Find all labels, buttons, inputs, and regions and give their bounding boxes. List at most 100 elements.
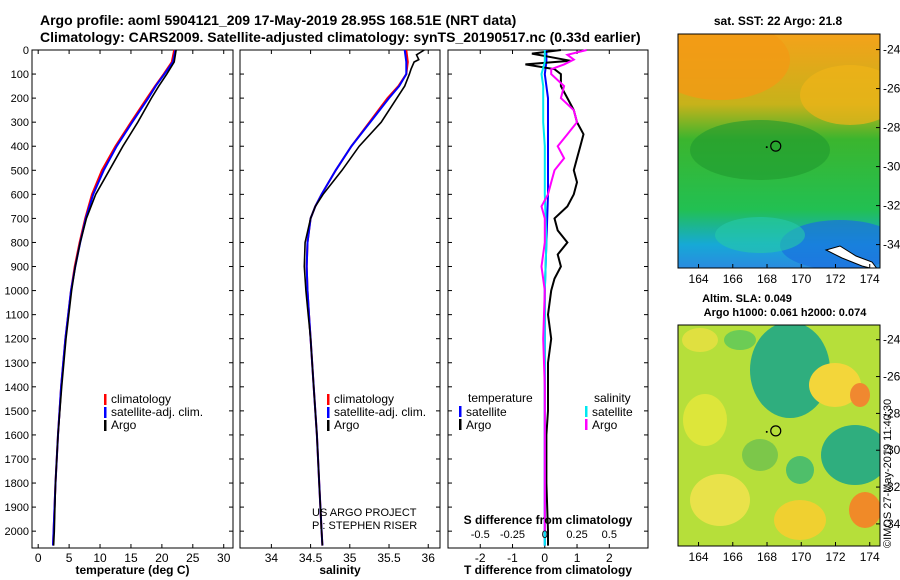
lon-tick-label: 172 [825, 550, 845, 564]
x-axis-label: salinity [319, 563, 361, 577]
legend-swatch [459, 419, 462, 430]
x-tick-label: 15 [124, 551, 138, 565]
legend-swatch [585, 419, 588, 430]
lat-tick-label: -24 [883, 333, 900, 347]
panel-difference-from-climatology: -2 -1 0 1 2T difference from climatology -0.5… [447, 49, 649, 577]
lon-tick-label: 174 [860, 550, 880, 564]
legend-swatch [104, 407, 107, 418]
plot-frame [239, 49, 441, 549]
sla-patch [821, 425, 880, 485]
x-tick-label: 35 [343, 551, 357, 565]
series-line-s-argo [540, 49, 587, 532]
series-line-argo [303, 49, 425, 546]
legend-title-salinity: salinity [594, 391, 631, 405]
lat-tick-label: -30 [883, 443, 900, 457]
profile-location-marker [770, 425, 782, 437]
legend-label: Argo [466, 418, 492, 432]
profile-location-dot [765, 430, 768, 433]
depth-tick-label: 1100 [5, 310, 29, 322]
map-frame [677, 324, 881, 547]
plot-frame [31, 49, 234, 549]
x-tick-label: 0 [541, 551, 548, 565]
legend-swatch [104, 394, 107, 405]
x-tick-label: 34.5 [299, 551, 323, 565]
title-line-1: Argo profile: aoml 5904121_209 17-May-20… [40, 12, 517, 28]
x-tick-label: 25 [186, 551, 200, 565]
legend-label: satellite [466, 405, 507, 419]
lat-tick-label: -30 [883, 160, 900, 174]
lon-tick-label: 170 [791, 272, 811, 286]
x-tick-label: 1 [574, 551, 581, 565]
s-diff-tick-label: 0.5 [602, 529, 617, 541]
panel-sst-map: 164 166 168 170 172 174 -24 -26 -28 -30 -32 -34 sat.… [677, 14, 900, 286]
legend-swatch [104, 420, 107, 431]
lon-tick-label: 172 [825, 272, 845, 286]
lat-tick-label: -26 [883, 82, 900, 96]
warm-patch [800, 65, 880, 125]
map-frame [677, 33, 881, 269]
credit-line: US ARGO PROJECT [312, 507, 417, 519]
depth-tick-label: 1200 [5, 334, 29, 346]
lon-tick-label: 168 [757, 272, 777, 286]
lat-tick-label: -24 [883, 43, 900, 57]
depth-tick-label: 2000 [5, 526, 29, 538]
sla-title: Altim. SLA: 0.049 [702, 293, 792, 305]
sst-field [678, 34, 880, 268]
legend-swatch [459, 406, 462, 417]
green-patch [690, 120, 830, 180]
sla-patch [786, 456, 814, 484]
legend-swatch [327, 420, 330, 431]
s-diff-tick-label: -0.25 [500, 529, 525, 541]
imos-credit: ©IMOS 27-May-2019 11:40:30 [882, 398, 894, 548]
series-line-argo [52, 49, 177, 546]
x-tick-label: 10 [93, 551, 107, 565]
depth-tick-label: 1300 [5, 358, 29, 370]
depth-tick-label: 600 [11, 189, 29, 201]
profile-location-dot [765, 146, 768, 149]
depth-tick-label: 1600 [5, 430, 29, 442]
x-tick-label: 35.5 [377, 551, 401, 565]
legend-label: satellite-adj. clim. [111, 405, 203, 419]
lat-tick-label: -28 [883, 406, 900, 420]
depth-tick-label: 1800 [5, 478, 29, 490]
depth-tick-label: 200 [11, 93, 29, 105]
sla-patch [849, 492, 880, 528]
x-tick-label: 0 [35, 551, 42, 565]
warm-patch [678, 34, 790, 100]
lat-tick-label: -32 [883, 480, 900, 494]
sla-field [678, 325, 880, 546]
profile-location-marker [770, 140, 782, 152]
coastline-shape [824, 245, 878, 268]
legend-swatch [327, 394, 330, 405]
lat-tick-label: -34 [883, 238, 900, 252]
depth-tick-label: 1500 [5, 406, 29, 418]
x-tick-label: -2 [475, 551, 486, 565]
s-diff-tick-label: -0.5 [471, 529, 490, 541]
lat-tick-label: -28 [883, 121, 900, 135]
lon-tick-label: 168 [757, 550, 777, 564]
lat-tick-label: -32 [883, 199, 900, 213]
legend-label: climatology [334, 392, 394, 406]
s-diff-tick-label: 0.25 [566, 529, 587, 541]
title-line-2: Climatology: CARS2009. Satellite-adjuste… [40, 29, 641, 45]
depth-tick-label: 1400 [5, 382, 29, 394]
s-diff-tick-label: 0 [542, 529, 548, 541]
sla-patch [850, 383, 870, 407]
panel-salinity: 34 34.5 35 35.5 36 salinity climatologysatelli… [239, 49, 441, 577]
lat-tick-label: -26 [883, 370, 900, 384]
sla-patch [750, 325, 830, 418]
legend-label: climatology [111, 392, 171, 406]
depth-tick-label: 1700 [5, 454, 29, 466]
sla-patch [809, 363, 861, 407]
x-tick-label: 20 [155, 551, 169, 565]
panel-sla-map: 164 166 168 170 172 174 -24 -26 -28 -30 -32 -34 Alti… [677, 293, 900, 564]
legend-swatch [327, 407, 330, 418]
x-tick-label: -1 [507, 551, 518, 565]
lon-tick-label: 164 [689, 272, 709, 286]
legend-label: Argo [334, 418, 360, 432]
depth-tick-label: 300 [11, 117, 29, 129]
legend-label: satellite-adj. clim. [334, 405, 426, 419]
depth-tick-label: 0 [23, 45, 29, 57]
lon-tick-label: 166 [723, 550, 743, 564]
